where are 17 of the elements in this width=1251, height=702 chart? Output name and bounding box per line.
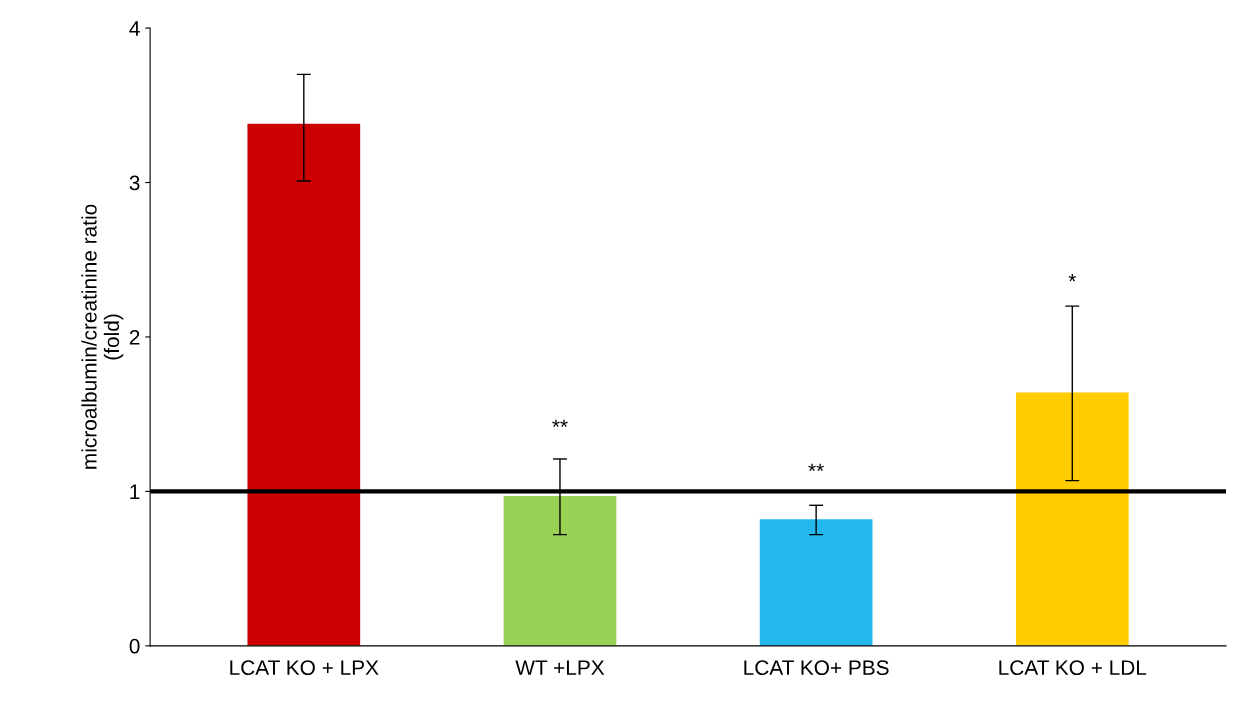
x-tick-label: LCAT KO+ PBS [744, 660, 889, 676]
x-tick-label: LCAT KO + LPX [230, 660, 379, 676]
y-tick-label: 3 [129, 175, 140, 191]
y-axis-title: microalbumin/creatinine ratio (fold) [81, 204, 124, 469]
annotation: * [1068, 274, 1077, 282]
annotation: ** [808, 463, 824, 472]
bar [247, 123, 361, 646]
y-tick-label: 1 [130, 484, 140, 499]
y-tick-label: 2 [129, 329, 140, 345]
bar [503, 496, 617, 646]
y-tick-label: 4 [129, 21, 140, 36]
annotation: ** [552, 419, 568, 427]
bar [759, 519, 873, 646]
y-tick-label: 0 [129, 638, 140, 654]
x-tick-label: LCAT KO + LDL [999, 660, 1147, 676]
bar [1015, 392, 1129, 646]
x-tick-label: WT +LPX [515, 660, 605, 675]
